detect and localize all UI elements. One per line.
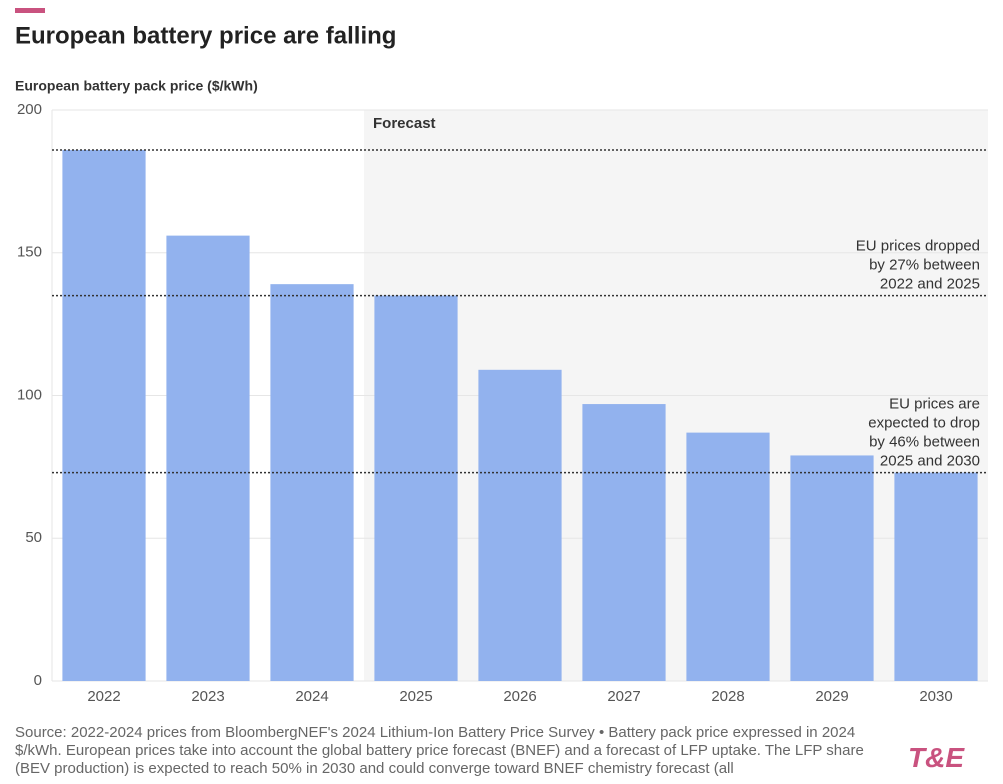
x-tick-label: 2026 <box>503 688 536 705</box>
bar <box>374 295 458 681</box>
x-tick-label: 2028 <box>711 688 744 705</box>
bar <box>686 432 770 681</box>
bar <box>270 284 354 681</box>
forecast-label: Forecast <box>373 115 436 132</box>
y-tick-label: 150 <box>17 244 42 261</box>
y-tick-label: 200 <box>17 101 42 118</box>
bar <box>790 455 874 681</box>
accent-bar <box>15 8 45 13</box>
x-tick-label: 2030 <box>919 688 952 705</box>
bar <box>166 235 250 681</box>
annotation: 2022 and 2025 <box>880 276 980 293</box>
y-tick-label: 50 <box>25 529 42 546</box>
x-tick-label: 2023 <box>191 688 224 705</box>
annotation: 2025 and 2030 <box>880 453 980 470</box>
bar <box>894 472 978 681</box>
y-axis-label: European battery pack price ($/kWh) <box>15 78 258 94</box>
x-tick-label: 2029 <box>815 688 848 705</box>
bar <box>478 369 562 681</box>
annotation: by 27% between <box>869 257 980 274</box>
chart-title: European battery price are falling <box>15 22 396 49</box>
annotation: expected to drop <box>868 415 980 432</box>
logo: T&E <box>908 742 964 773</box>
x-tick-label: 2025 <box>399 688 432 705</box>
bar <box>62 149 146 682</box>
x-tick-label: 2027 <box>607 688 640 705</box>
bar <box>582 404 666 681</box>
x-tick-label: 2024 <box>295 688 328 705</box>
x-tick-label: 2022 <box>87 688 120 705</box>
source-note: Source: 2022-2024 prices from BloombergN… <box>15 724 864 777</box>
annotation: by 46% between <box>869 434 980 451</box>
annotation: EU prices are <box>889 396 980 413</box>
annotation: EU prices dropped <box>856 238 980 255</box>
y-tick-label: 100 <box>17 386 42 403</box>
y-tick-label: 0 <box>34 672 42 689</box>
